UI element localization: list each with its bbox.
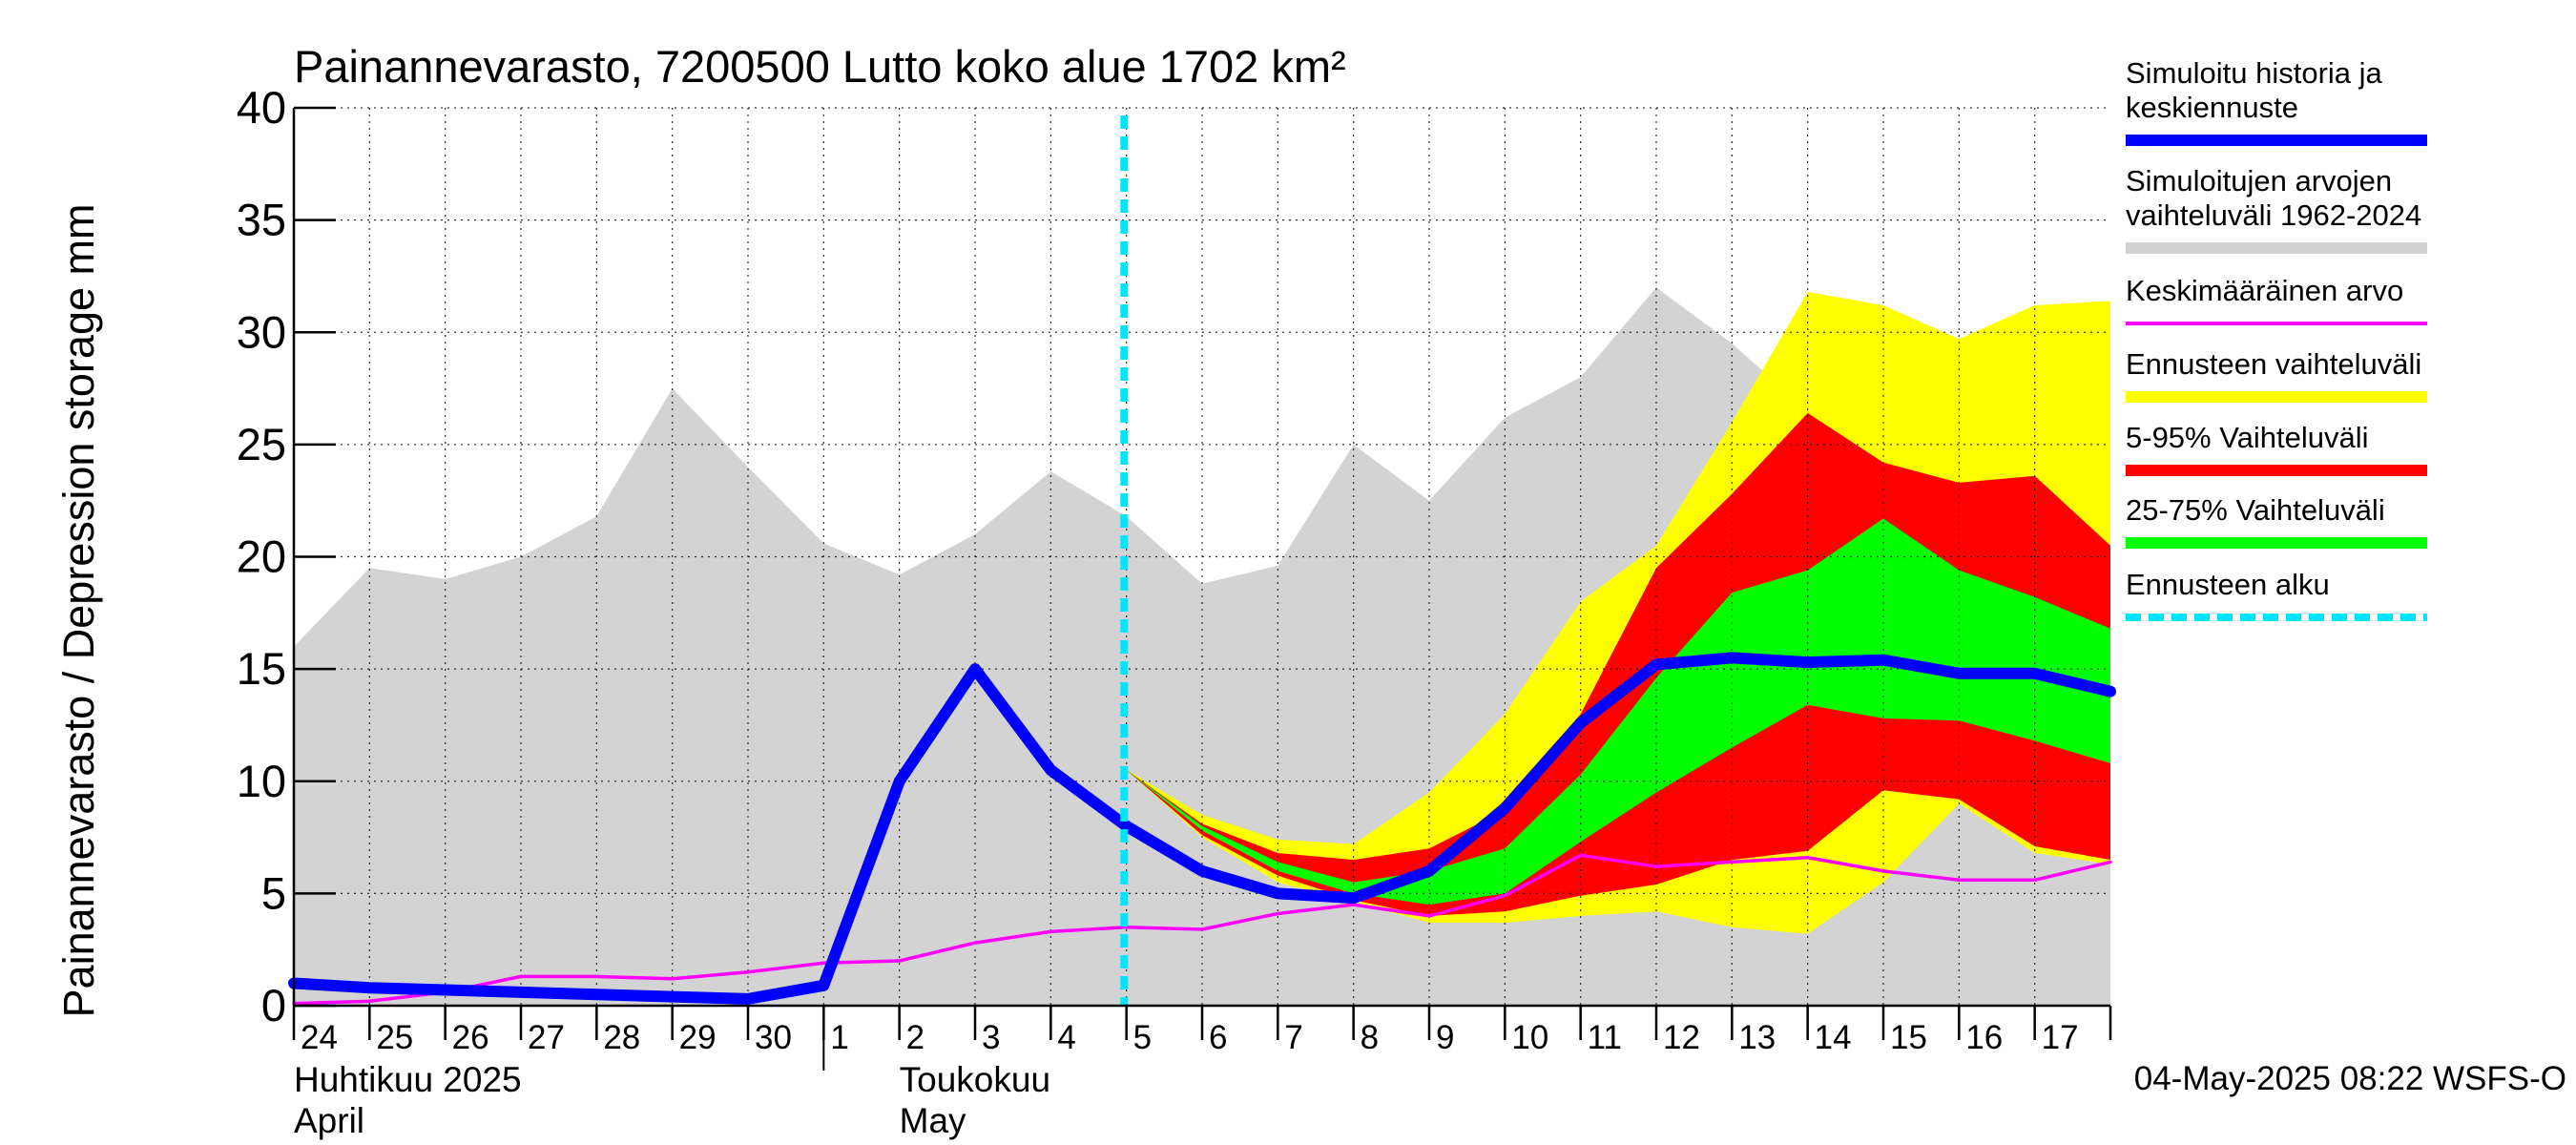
x-tick-label: 12: [1663, 1019, 1700, 1056]
x-tick-label: 15: [1890, 1019, 1927, 1056]
x-tick-label: 11: [1588, 1019, 1622, 1056]
legend-label: Keskimääräinen arvo: [2126, 274, 2403, 307]
legend-label: Ennusteen vaihteluväli: [2126, 347, 2421, 381]
x-tick-label: 8: [1361, 1019, 1379, 1056]
y-tick-label: 10: [237, 756, 286, 806]
legend-label: 5-95% Vaihteluväli: [2126, 421, 2368, 454]
x-tick-label: 25: [376, 1019, 413, 1056]
legend-label: Simuloitujen arvojen: [2126, 164, 2392, 198]
legend-label: vaihteluväli 1962-2024: [2126, 198, 2421, 232]
y-tick-label: 5: [261, 867, 286, 918]
x-tick-label: 27: [528, 1019, 565, 1056]
y-tick-label: 35: [237, 195, 286, 245]
x-tick-label: 3: [982, 1019, 1000, 1056]
month-label-en: May: [900, 1101, 966, 1140]
y-tick-label: 30: [237, 306, 286, 357]
y-tick-label: 40: [237, 82, 286, 133]
legend-label: 25-75% Vaihteluväli: [2126, 493, 2385, 527]
x-tick-label: 4: [1057, 1019, 1075, 1056]
x-tick-label: 10: [1511, 1019, 1548, 1056]
legend-item: Ennusteen vaihteluväli: [2126, 347, 2427, 403]
legend-label: keskiennuste: [2126, 91, 2298, 124]
band-4: [1126, 518, 2110, 906]
x-tick-label: 24: [301, 1019, 338, 1056]
x-tick-label: 9: [1436, 1019, 1454, 1056]
x-tick-label: 1: [830, 1019, 848, 1056]
x-tick-label: 30: [755, 1019, 792, 1056]
month-label-fi: Huhtikuu 2025: [294, 1060, 522, 1099]
footer-timestamp: 04-May-2025 08:22 WSFS-O: [2134, 1060, 2566, 1097]
y-tick-label: 0: [261, 980, 286, 1030]
chart-title: Painannevarasto, 7200500 Lutto koko alue…: [294, 41, 1346, 92]
y-tick-label: 20: [237, 531, 286, 582]
legend-label: Simuloitu historia ja: [2126, 56, 2383, 90]
x-tick-label: 16: [1965, 1019, 2003, 1056]
y-axis-label: Painannevarasto / Depression storage mm: [54, 204, 103, 1018]
x-tick-label: 6: [1209, 1019, 1227, 1056]
plot-area: [288, 107, 2116, 1006]
series-line-2: [288, 652, 2116, 1005]
x-tick-label: 17: [2042, 1019, 2079, 1056]
legend-label: Ennusteen alku: [2126, 568, 2330, 601]
legend: Simuloitu historia jakeskiennusteSimuloi…: [2126, 56, 2427, 621]
month-label-en: April: [294, 1101, 364, 1140]
x-tick-label: 13: [1738, 1019, 1776, 1056]
legend-item: 25-75% Vaihteluväli: [2126, 493, 2427, 549]
x-tick-label: 5: [1133, 1019, 1152, 1056]
x-tick-label: 28: [603, 1019, 640, 1056]
y-tick-label: 15: [237, 643, 286, 694]
month-label-fi: Toukokuu: [900, 1060, 1050, 1099]
y-tick-label: 25: [237, 419, 286, 469]
legend-item: 5-95% Vaihteluväli: [2126, 421, 2427, 476]
x-tick-label: 2: [906, 1019, 924, 1056]
legend-item: Keskimääräinen arvo: [2126, 274, 2427, 325]
series-line-1: [292, 853, 2112, 1006]
x-tick-label: 7: [1284, 1019, 1302, 1056]
x-tick-label: 14: [1815, 1019, 1852, 1056]
legend-item: Ennusteen alku: [2126, 568, 2427, 621]
x-tick-label: 26: [452, 1019, 489, 1056]
x-tick-label: 29: [679, 1019, 717, 1056]
